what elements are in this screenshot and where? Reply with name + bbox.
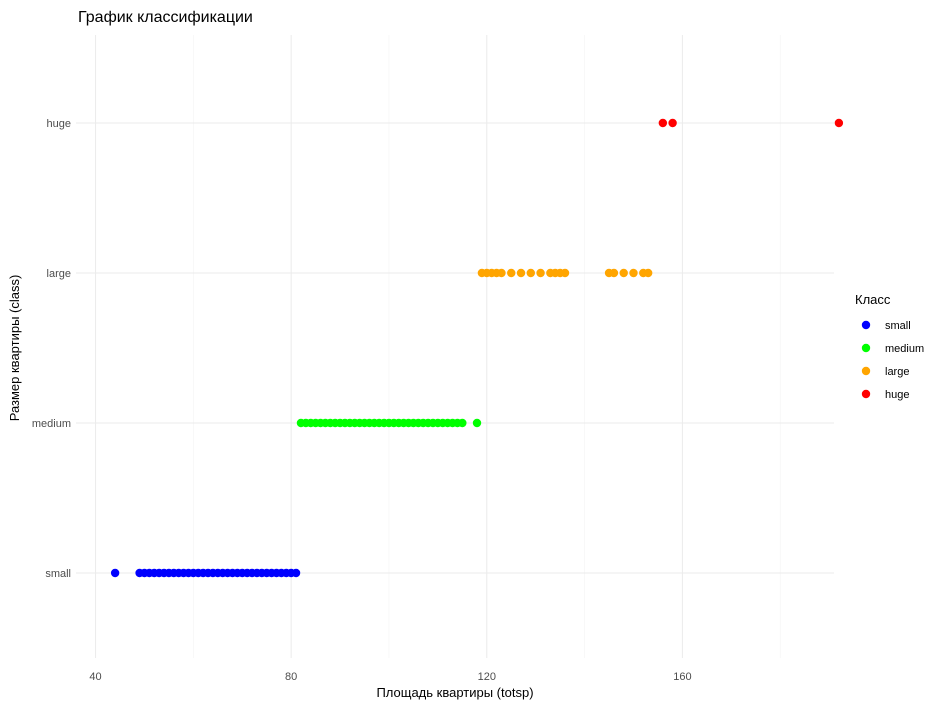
data-point-large <box>619 268 628 278</box>
legend-key-medium <box>861 343 871 353</box>
data-point-small <box>110 568 120 578</box>
data-point-large <box>526 268 535 278</box>
x-tick-label: 40 <box>89 671 101 683</box>
legend-label-medium: medium <box>885 343 924 355</box>
x-tick-label: 120 <box>478 671 496 683</box>
data-point-large <box>629 268 638 278</box>
legend-title: Класс <box>855 292 891 307</box>
data-point-large <box>516 268 526 278</box>
y-tick-label-large: large <box>47 268 71 280</box>
y-axis-title: Размер квартиры (class) <box>7 275 22 422</box>
legend: Класс small medium large huge <box>855 292 924 401</box>
data-point-medium <box>458 418 467 428</box>
x-tick-label: 160 <box>673 671 691 683</box>
data-point-huge <box>658 118 668 128</box>
y-tick-label-huge: huge <box>47 118 71 130</box>
legend-key-small <box>861 320 871 330</box>
x-tick-label: 80 <box>285 671 297 683</box>
data-point-large <box>609 268 619 278</box>
data-point-large <box>560 268 570 278</box>
y-axis-ticks: small medium large huge <box>32 118 71 580</box>
data-point-small <box>291 568 301 578</box>
legend-label-small: small <box>885 320 911 332</box>
legend-items: small medium large huge <box>861 320 924 401</box>
data-point-large <box>497 268 506 278</box>
data-point-medium <box>472 418 482 428</box>
x-axis-title: Площадь квартиры (totsp) <box>376 685 533 700</box>
y-tick-label-small: small <box>45 568 71 580</box>
points-layer <box>110 118 844 578</box>
data-point-huge <box>834 118 844 128</box>
legend-label-huge: huge <box>885 389 909 401</box>
legend-label-large: large <box>885 366 909 378</box>
data-point-huge <box>668 118 677 128</box>
y-tick-label-medium: medium <box>32 418 71 430</box>
data-point-large <box>536 268 545 278</box>
data-point-large <box>507 268 516 278</box>
legend-key-huge <box>861 389 871 399</box>
legend-key-large <box>861 366 871 376</box>
chart-title: График классификации <box>78 9 253 26</box>
x-axis-ticks: 40 80 120 160 <box>89 671 691 683</box>
data-point-large <box>643 268 653 278</box>
grid-layer <box>76 35 834 658</box>
